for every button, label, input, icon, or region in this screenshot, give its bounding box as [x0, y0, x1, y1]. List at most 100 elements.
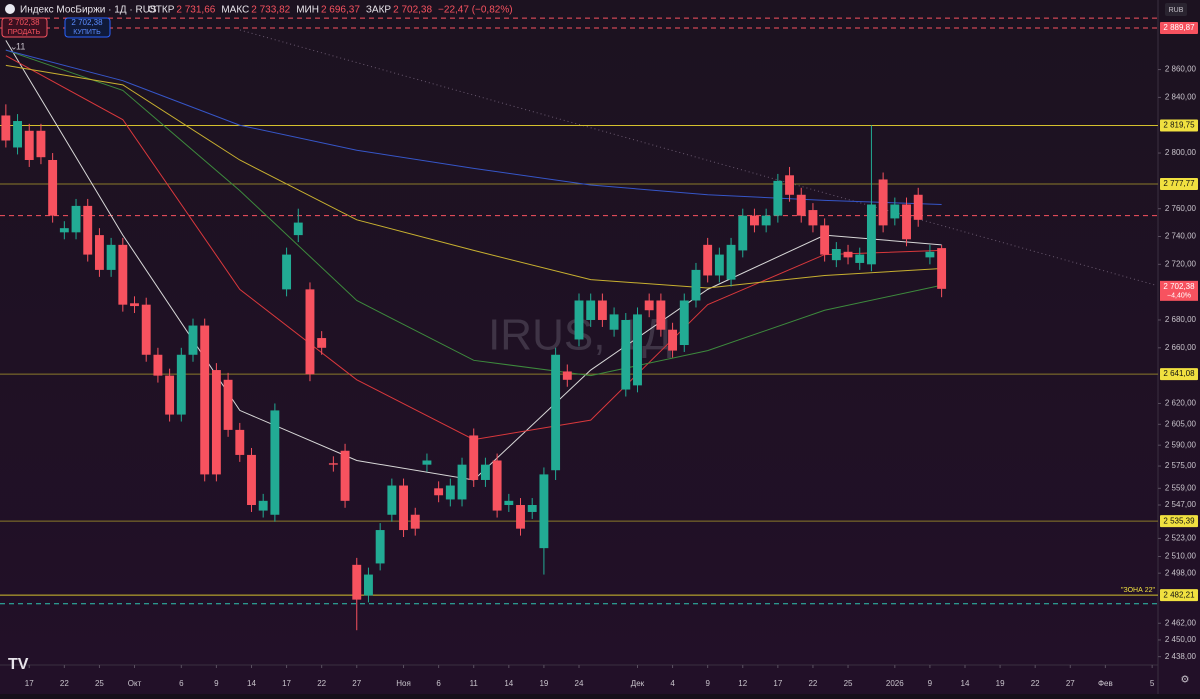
header: Индекс МосБиржи · 1Д · RUS 2 702,38 ПРОД…: [1, 3, 1190, 686]
candle-body: [890, 204, 900, 219]
candle-body: [352, 564, 362, 600]
sell-button[interactable]: [1, 17, 48, 38]
candle-body: [364, 574, 373, 596]
x-tick-label: 9: [928, 679, 933, 688]
logo: TV: [8, 656, 29, 673]
buy-price[interactable]: 2 702,38: [71, 18, 103, 27]
x-tick-label: 14: [247, 679, 256, 688]
buy-label[interactable]: КУПИТЬ: [73, 29, 101, 36]
currency[interactable]: RUB: [1169, 7, 1184, 14]
candle-body: [83, 205, 93, 255]
level-label: 2 889,87: [1163, 23, 1195, 32]
y-tick-label: 2 720,00: [1165, 259, 1197, 268]
candle-body: [597, 300, 607, 320]
level-label-box: [1160, 119, 1198, 132]
candle-body: [703, 244, 713, 276]
candle-body: [36, 130, 46, 158]
candle-body: [644, 300, 654, 311]
y-tick-label: 2 680,00: [1165, 315, 1197, 324]
candle-body: [176, 354, 186, 415]
candle-body: [785, 175, 794, 195]
candle-body: [305, 289, 315, 375]
x-tick-label: 24: [575, 679, 584, 688]
x-tick-label: 14: [504, 679, 513, 688]
candle-body: [820, 225, 830, 255]
y-tick-label: 2 523,00: [1165, 534, 1197, 543]
x-tick-label: 25: [95, 679, 104, 688]
candle-body: [609, 314, 619, 330]
buy-button[interactable]: [64, 17, 111, 38]
candle-body: [831, 249, 841, 261]
candle-body: [668, 329, 678, 351]
plot: 2 889,87 2 819,75 2 777,77 2 641,08 2 535,39…: [0, 17, 1198, 688]
candle-body: [141, 304, 151, 355]
symbol: Индекс МосБиржи · 1Д · RUS: [20, 5, 157, 16]
candle-body: [328, 463, 338, 465]
sell-label[interactable]: ПРОДАТЬ: [8, 29, 41, 36]
candle-body: [223, 379, 233, 430]
x-tick-label: Фев: [1098, 679, 1113, 688]
level-label-box: [1160, 177, 1198, 190]
field-value: 2 731,66: [176, 5, 215, 16]
currency-badge[interactable]: [1165, 3, 1187, 16]
candle-body: [282, 254, 292, 290]
candle-body: [106, 244, 116, 270]
candle-body: [925, 251, 935, 258]
candle-body: [913, 194, 923, 220]
level-label: 2 641,08: [1163, 369, 1195, 378]
candle-body: [902, 204, 911, 240]
candle-body: [843, 251, 853, 258]
candle-body: [24, 130, 34, 160]
y-tick-label: 2 462,00: [1165, 618, 1197, 627]
sell-price[interactable]: 2 702,38: [8, 18, 40, 27]
x-tick-label: 4: [670, 679, 675, 688]
candle-body: [434, 488, 444, 496]
candle-body: [808, 210, 818, 226]
candle-body: [387, 485, 397, 515]
x-tick-label: 25: [844, 679, 853, 688]
field-label: МИН: [296, 5, 319, 16]
field-value: 2 733,82: [251, 5, 290, 16]
candle-body: [270, 410, 280, 515]
candle-body: [317, 338, 327, 348]
candle-body: [258, 500, 268, 511]
y-tick-label: 2 450,00: [1165, 635, 1197, 644]
candle-body: [866, 204, 876, 265]
candle-body: [539, 474, 549, 549]
candle-body: [714, 254, 724, 276]
candle-body: [679, 300, 689, 346]
settings-icon[interactable]: ⚙: [1181, 675, 1190, 686]
y-tick-label: 2 740,00: [1165, 232, 1197, 241]
candle-body: [235, 429, 245, 455]
x-tick-label: 22: [317, 679, 326, 688]
candle-body: [48, 159, 58, 216]
indicator-toggle[interactable]: ⌄: [10, 41, 18, 51]
candle-body: [200, 325, 210, 475]
level-label-box: [1160, 22, 1198, 35]
y-tick-label: 2 760,00: [1165, 204, 1197, 213]
price-label-sub: −4,40%: [1167, 293, 1191, 300]
y-tick-label: 2 575,00: [1165, 461, 1197, 470]
level-label: 2 482,21: [1163, 590, 1195, 599]
level-label-box: [1160, 515, 1198, 528]
candle-body: [13, 121, 22, 148]
moving-average: [5, 49, 942, 206]
candle-body: [527, 505, 537, 512]
candle-body: [504, 500, 514, 506]
indicator-count[interactable]: 11: [16, 41, 25, 51]
candle-body: [94, 235, 104, 270]
x-tick-label: 17: [282, 679, 291, 688]
candle-body: [422, 460, 432, 465]
level-note: "ЗОНА 22": [1121, 587, 1156, 594]
x-tick-label: Дек: [631, 679, 645, 688]
level-label: 2 777,77: [1163, 179, 1195, 188]
candle-body: [1, 115, 11, 141]
y-tick-label: 2 547,00: [1165, 500, 1197, 509]
x-tick-label: 22: [1031, 679, 1040, 688]
candle-body: [516, 505, 525, 529]
candle-body: [457, 464, 467, 500]
candle-body: [796, 194, 806, 216]
x-tick-label: 17: [773, 679, 782, 688]
y-tick-label: 2 590,00: [1165, 440, 1197, 449]
candle-body: [761, 215, 771, 226]
